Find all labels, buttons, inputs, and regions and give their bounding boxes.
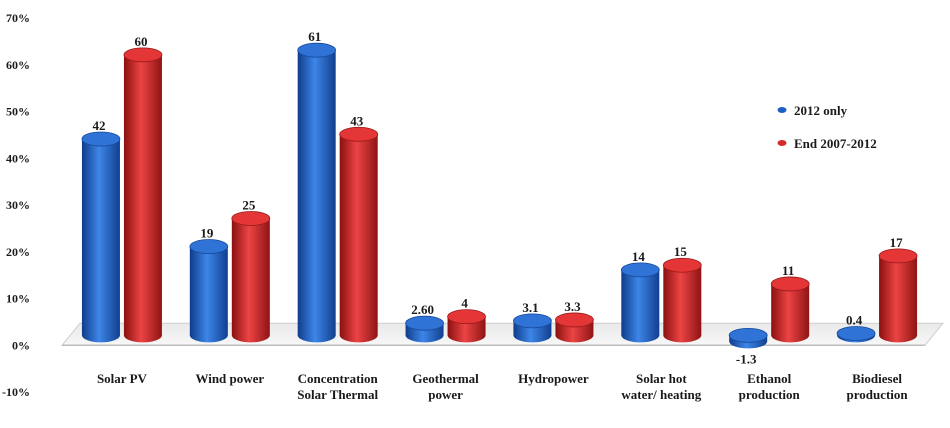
bar-top [447,309,486,325]
bar-body [297,50,336,336]
bar-2012-only [513,313,552,343]
bar-body [189,246,228,336]
x-category-label: Biodiesel production [846,371,908,402]
data-label: 14 [632,249,646,264]
y-tick-label: 10% [6,292,30,306]
bar-bottom [81,328,120,343]
data-label: 3.1 [522,300,538,315]
bar-2012-only [620,262,660,343]
y-tick-label: 0% [12,338,30,352]
legend-label: End 2007-2012 [794,136,877,151]
bar-top [231,211,271,226]
data-label: 2.60 [411,302,434,317]
bar-bottom [447,328,486,343]
bar-end-2007-2012 [339,126,379,343]
y-tick-label: 70% [6,11,30,25]
bar-end-2007-2012 [447,309,486,343]
bar-bottom [663,328,702,343]
bar-body [621,269,660,336]
x-category-label: Solar PV [97,371,148,386]
bar-top [770,276,810,292]
bar-end-2007-2012 [770,276,810,343]
bar-top [878,248,918,264]
bar-top [405,315,444,331]
bar-2012-only [836,326,876,343]
bar-end-2007-2012 [123,47,163,343]
bar-top [189,239,229,254]
y-tick-label: 60% [6,58,30,72]
bar-top [123,47,163,63]
data-label: 25 [242,197,256,212]
bar-body [123,54,162,336]
data-label: 42 [92,118,105,133]
data-label: 4 [461,296,468,311]
bar-2012-only [405,315,444,343]
bar-bottom [621,328,660,343]
legend-marker [777,107,787,113]
bar-bottom [879,328,918,343]
bar-bottom [339,328,378,343]
bar-2012-only [728,327,768,349]
bar-top [339,126,379,142]
data-label: 61 [308,29,321,44]
data-label: 17 [890,235,904,250]
legend-item: End 2007-2012 [777,136,877,151]
bar-bottom [123,328,162,343]
x-category-label: Ethanol production [739,371,801,402]
data-label: 0.4 [846,312,863,327]
bar-top [81,131,121,147]
data-label: 15 [674,244,688,259]
x-category-label: Geothermal power [412,371,479,402]
bar-top [620,262,660,278]
bar-body [771,283,810,336]
bar-body [81,139,120,336]
x-category-label: Concentration Solar Thermal [297,371,378,402]
legend-marker [777,140,787,146]
bar-top [836,326,876,341]
bar-end-2007-2012 [878,248,918,343]
bar-bottom [513,328,552,343]
data-label: 60 [134,34,147,49]
bar-top [662,257,702,273]
bar-bottom [405,328,444,343]
bar-2012-only [189,239,229,343]
bar-end-2007-2012 [555,312,594,343]
data-label: 19 [200,226,214,241]
data-label: 3.3 [564,299,581,314]
bar-top [513,313,552,329]
bar-top [728,327,768,343]
bar-end-2007-2012 [231,211,271,343]
bar-body [339,134,378,336]
legend-item: 2012 only [777,103,848,118]
bar-top [297,42,337,58]
x-category-label: Solar hot water/ heating [621,371,701,402]
bar-2012-only [297,42,337,343]
y-tick-label: 20% [6,245,30,259]
bar-top [555,312,594,328]
bar-bottom [297,328,336,343]
y-tick-label: -10% [2,385,30,399]
bar-2012-only [81,131,121,343]
bar-bottom [189,328,228,343]
legend-label: 2012 only [794,103,848,118]
data-label: 43 [350,113,364,128]
bar-body [879,255,918,336]
bar-bottom [555,328,594,343]
y-tick-label: 40% [6,151,30,165]
bar-end-2007-2012 [662,257,702,343]
y-tick-label: 50% [6,105,30,119]
data-label: 11 [782,263,794,278]
bar-bottom [231,328,270,343]
bar-bottom [771,328,810,343]
data-label: -1.3 [736,351,757,366]
y-tick-label: 30% [6,198,30,212]
bar-body [231,218,270,336]
bar-body [663,265,702,336]
x-category-label: Wind power [195,371,264,386]
x-category-label: Hydropower [518,371,589,386]
